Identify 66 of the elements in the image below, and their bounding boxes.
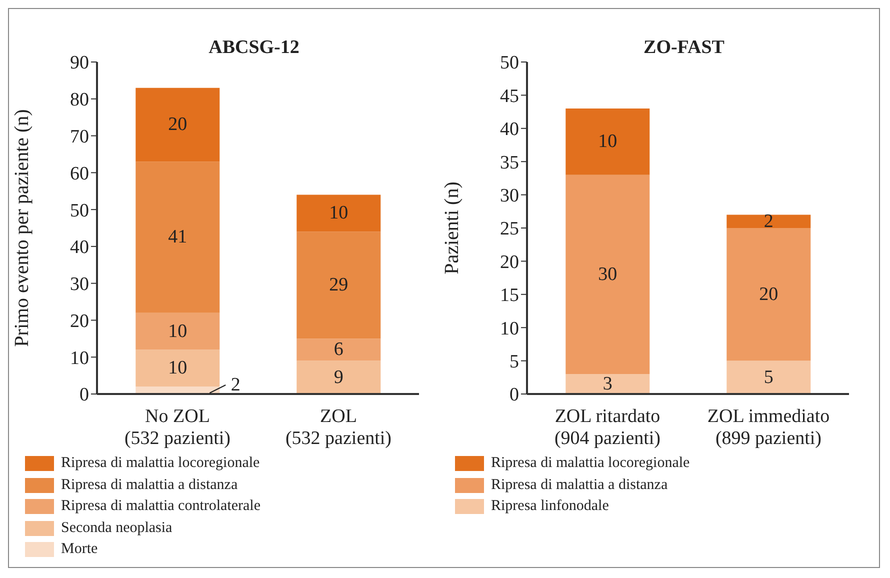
bar (726, 228, 811, 361)
y-tick-label: 30 (70, 274, 89, 296)
legend-label: Ripresa di malattia locoregionale (490, 454, 691, 474)
data-label: 20 (168, 114, 188, 136)
bar (136, 162, 220, 313)
y-tick-label: 60 (70, 163, 89, 184)
y-tick-label: 90 (70, 52, 89, 74)
x-tick-label: ZOL ritardato (904 pazienti) (554, 406, 661, 449)
chart-title: ZO-FAST (644, 37, 724, 58)
data-label: 30 (598, 264, 618, 285)
y-tick-label: 20 (70, 310, 89, 332)
y-tick-label: 25 (500, 218, 519, 240)
x-tick-label: ZOL (532 pazienti) (285, 406, 392, 449)
data-label: 41 (168, 226, 188, 248)
bar (296, 360, 381, 394)
bar (566, 108, 650, 175)
y-tick-label: 70 (70, 126, 89, 148)
x-tick-label: ZOL immediato (899 pazienti) (707, 406, 830, 449)
legend-label: Ripresa di malattia a distanza (490, 476, 669, 495)
bar (296, 338, 381, 361)
y-axis-title: Pazienti (n) (441, 182, 464, 274)
y-tick-label: 50 (500, 52, 519, 74)
data-label: 29 (329, 274, 348, 296)
y-tick-label: 10 (70, 348, 89, 369)
data-label: 10 (329, 202, 348, 224)
data-label: 6 (334, 339, 344, 360)
data-label: 20 (759, 284, 778, 305)
data-label: 2 (764, 210, 774, 232)
y-tick-label: 80 (70, 90, 89, 111)
y-tick-label: 45 (500, 86, 519, 107)
bar (726, 360, 811, 394)
y-tick-label: 0 (80, 384, 89, 406)
bar (296, 194, 381, 232)
bar (726, 214, 811, 228)
data-label: 10 (168, 320, 188, 342)
data-label: 2 (230, 374, 240, 396)
chart-title: ABCSG-12 (208, 37, 300, 58)
legend-label: Morte (60, 540, 99, 560)
x-tick-label: No ZOL (532 pazienti) (124, 406, 231, 449)
bar (136, 312, 220, 350)
bar (566, 174, 650, 374)
y-axis-title: Primo evento per paziente (n) (11, 109, 34, 347)
legend-label: Ripresa di malattia locoregionale (60, 454, 261, 474)
y-tick-label: 20 (500, 252, 519, 273)
bar (566, 374, 650, 394)
y-tick-label: 40 (500, 119, 519, 140)
legend-label: Ripresa di malattia a distanza (60, 476, 239, 495)
legend-label: Ripresa di malattia controlaterale (60, 497, 262, 516)
bar (296, 232, 381, 339)
data-label: 3 (602, 374, 612, 395)
y-tick-label: 15 (500, 285, 519, 306)
data-label: 10 (168, 358, 188, 379)
legend-label: Seconda neoplasia (60, 518, 174, 538)
bar (136, 350, 220, 387)
y-tick-label: 40 (70, 237, 89, 258)
data-label: 9 (334, 366, 344, 388)
y-tick-label: 5 (510, 352, 519, 373)
data-label: 10 (598, 131, 618, 152)
y-tick-label: 30 (500, 186, 519, 207)
bar (136, 88, 220, 162)
y-tick-label: 10 (500, 318, 519, 340)
y-tick-label: 0 (510, 384, 519, 406)
legend-label: Ripresa linfonodale (490, 497, 610, 516)
data-label: 5 (764, 366, 774, 388)
y-tick-label: 50 (70, 200, 89, 222)
y-tick-label: 35 (500, 152, 519, 174)
